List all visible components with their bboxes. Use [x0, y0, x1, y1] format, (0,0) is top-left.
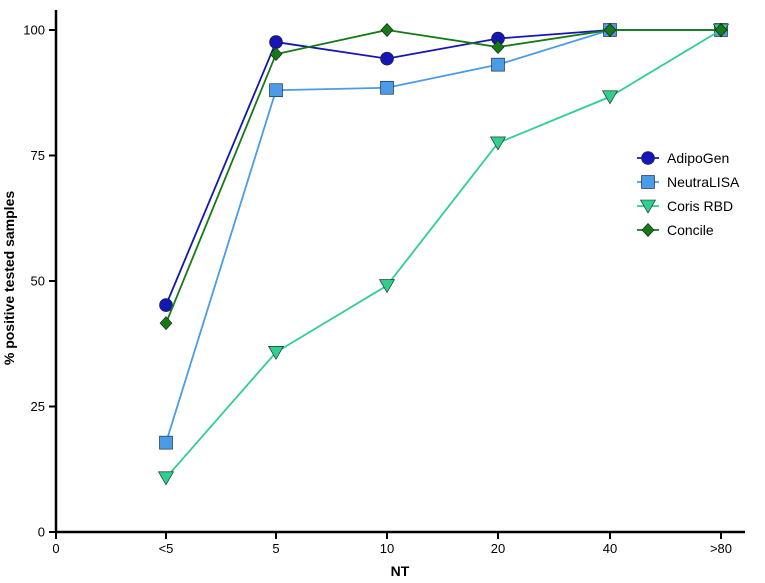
y-ticks: 0 25 50 75 100 — [23, 23, 56, 540]
data-point-coris-rbd — [601, 90, 619, 105]
data-point-concile — [714, 23, 728, 37]
x-tick-label: 5 — [272, 541, 279, 556]
data-point-concile — [159, 316, 173, 331]
x-ticks: 0 <5 5 10 20 40 >80 — [52, 532, 732, 556]
x-origin-label: 0 — [52, 541, 59, 556]
data-point-coris-rbd — [378, 279, 396, 294]
legend-label: Coris RBD — [667, 198, 733, 214]
data-point-coris-rbd — [157, 471, 175, 486]
data-point-adipogen — [159, 298, 173, 312]
series-neutralisa — [159, 23, 728, 450]
series-line-concile — [165, 29, 721, 324]
data-point-coris-rbd — [489, 136, 507, 151]
legend-item-coris-rbd: Coris RBD — [637, 198, 733, 214]
data-point-adipogen — [380, 51, 394, 66]
x-axis-title: NT — [391, 563, 410, 579]
legend-label: NeutraLISA — [667, 174, 740, 190]
data-point-neutralisa — [269, 83, 283, 98]
y-tick-label: 0 — [38, 525, 45, 540]
x-tick-label: <5 — [159, 541, 174, 556]
x-tick-label: >80 — [710, 541, 732, 556]
series-line-neutralisa — [165, 29, 721, 443]
data-point-neutralisa — [159, 435, 173, 450]
x-tick-label: 10 — [380, 541, 394, 556]
legend-marker-adipogen — [641, 151, 655, 165]
y-tick-label: 25 — [31, 399, 45, 414]
y-tick-label: 50 — [31, 274, 45, 289]
legend-label: AdipoGen — [667, 150, 729, 166]
data-point-concile — [380, 23, 394, 37]
legend-marker-neutralisa — [641, 175, 655, 189]
x-tick-label: 40 — [603, 541, 617, 556]
axes — [54, 10, 745, 534]
series-line-coris-rbd — [165, 29, 722, 479]
data-point-adipogen — [269, 35, 283, 49]
data-point-concile — [269, 47, 283, 62]
series-line-adipogen — [165, 29, 721, 306]
x-tick-label: 20 — [491, 541, 505, 556]
legend-item-neutralisa: NeutraLISA — [637, 174, 740, 190]
series-coris-rbd — [157, 23, 730, 486]
series-group — [157, 23, 730, 486]
legend-marker-coris-rbd — [639, 199, 657, 214]
series-adipogen — [159, 23, 728, 312]
legend-marker-concile — [641, 223, 655, 237]
legend-label: Concile — [667, 222, 714, 238]
data-point-concile — [491, 40, 505, 55]
y-tick-label: 100 — [23, 23, 45, 38]
y-tick-label: 75 — [31, 148, 45, 163]
legend-item-adipogen: AdipoGen — [637, 150, 729, 166]
y-axis-title: % positive tested samples — [1, 191, 17, 366]
series-concile — [159, 23, 728, 331]
data-point-neutralisa — [491, 57, 505, 72]
legend-item-concile: Concile — [637, 222, 714, 238]
data-point-coris-rbd — [267, 345, 285, 360]
data-point-neutralisa — [380, 80, 394, 95]
legend: AdipoGen NeutraLISA Coris RBD Concile — [637, 150, 740, 238]
data-point-concile — [603, 23, 617, 37]
